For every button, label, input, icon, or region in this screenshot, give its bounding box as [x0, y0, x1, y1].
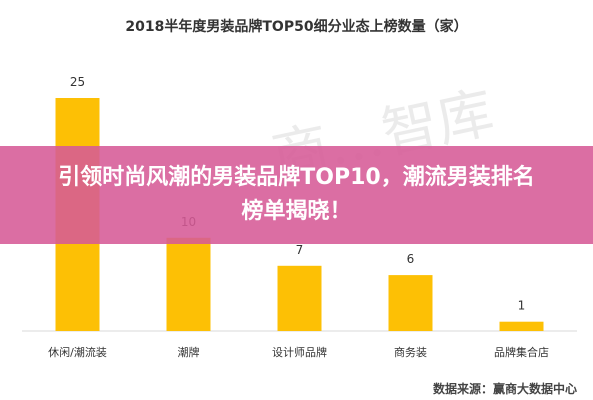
data-label-1: 25	[70, 75, 85, 89]
bar-4	[388, 275, 433, 331]
bar-3	[277, 265, 322, 331]
bar-5	[499, 321, 544, 331]
x-tick-label-4: 商务装	[394, 345, 427, 359]
x-tick-label-3: 设计师品牌	[272, 345, 327, 359]
data-label-5: 1	[518, 299, 526, 313]
banner-headline: 引领时尚风潮的男装品牌TOP10，潮流男装排名榜单揭晓！	[58, 165, 535, 224]
data-label-3: 7	[296, 243, 304, 257]
x-tick-label-1: 休闲/潮流装	[48, 345, 107, 359]
promo-banner: 引领时尚风潮的男装品牌TOP10，潮流男装排名榜单揭晓！	[0, 146, 593, 244]
x-tick-label-5: 品牌集合店	[494, 345, 549, 359]
bar-2	[166, 237, 211, 331]
chart-title: 2018半年度男装品牌TOP50细分业态上榜数量（家）	[125, 19, 468, 35]
x-tick-label-2: 潮牌	[178, 345, 200, 359]
source-note: 数据来源：赢商大数据中心	[432, 382, 577, 396]
data-label-4: 6	[407, 252, 415, 266]
